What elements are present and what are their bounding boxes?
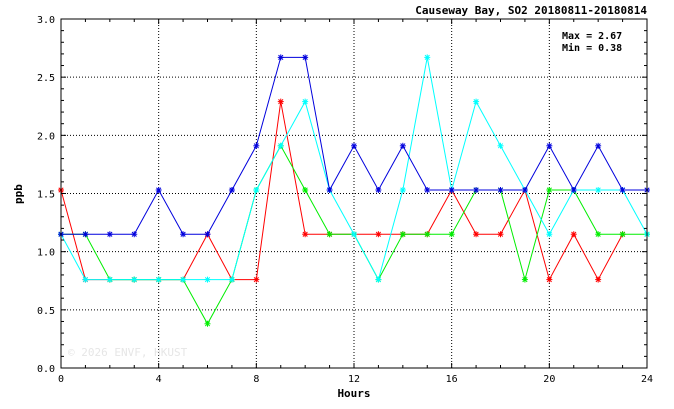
data-point <box>595 276 602 283</box>
grid-layer <box>61 19 647 368</box>
series-0 <box>58 98 626 283</box>
series-line <box>60 57 648 281</box>
data-point <box>351 142 357 149</box>
data-point <box>473 98 480 105</box>
y-tick-label: 0.0 <box>37 364 55 375</box>
data-point <box>228 276 235 283</box>
y-tick-label: 2.0 <box>37 131 55 142</box>
x-tick-label: 20 <box>543 374 555 385</box>
data-point <box>448 231 455 238</box>
series-layer <box>58 54 650 327</box>
data-point <box>180 231 187 238</box>
data-point <box>473 231 480 238</box>
y-tick-label: 0.5 <box>37 306 55 317</box>
series-line <box>60 101 624 281</box>
data-point <box>253 276 260 283</box>
data-point <box>375 276 382 283</box>
data-point <box>619 187 626 194</box>
data-point <box>82 276 89 283</box>
data-point <box>424 231 431 238</box>
data-point <box>131 276 138 283</box>
data-point <box>302 98 309 105</box>
x-tick-label: 24 <box>641 374 653 385</box>
watermark: © 2026 ENVF, HKUST <box>68 346 188 359</box>
data-point <box>326 187 333 194</box>
data-point <box>497 142 504 149</box>
data-point <box>595 231 602 238</box>
y-tick-label: 2.5 <box>37 73 55 84</box>
data-point <box>521 276 528 283</box>
data-point <box>619 231 626 238</box>
data-point <box>204 276 211 283</box>
y-tick-label: 1.0 <box>37 248 55 259</box>
x-tick-label: 0 <box>58 374 64 385</box>
y-tick-label: 3.0 <box>37 15 55 26</box>
data-point <box>546 187 553 194</box>
data-point <box>546 231 553 238</box>
annotation-max: Max = 2.67 <box>562 31 622 42</box>
data-point <box>351 231 357 238</box>
data-point <box>546 276 553 283</box>
tick-layer: 0 4 8 12 16 20 24 0.0 0.5 1.0 1.5 2.0 2.5 3.0 <box>37 15 653 385</box>
x-tick-label: 8 <box>253 374 259 385</box>
data-point <box>302 187 309 194</box>
data-point <box>131 231 138 238</box>
data-point <box>253 142 260 149</box>
data-point <box>155 276 162 283</box>
data-point <box>424 54 431 61</box>
data-point <box>82 231 89 238</box>
x-tick-label: 16 <box>446 374 458 385</box>
x-axis-label: Hours <box>337 387 370 400</box>
x-tick-label: 12 <box>348 374 360 385</box>
data-point <box>497 187 504 194</box>
x-tick-label: 4 <box>156 374 162 385</box>
data-point <box>253 187 260 194</box>
data-point <box>302 231 309 238</box>
data-point <box>106 276 113 283</box>
data-point <box>595 187 602 194</box>
data-point <box>302 54 309 61</box>
data-point <box>448 187 455 194</box>
data-point <box>570 231 577 238</box>
data-point <box>375 187 382 194</box>
data-point <box>277 54 284 61</box>
data-point <box>277 142 284 149</box>
data-point <box>521 187 528 194</box>
data-point <box>204 231 211 238</box>
series-3 <box>58 54 650 238</box>
data-point <box>228 187 235 194</box>
data-point <box>180 276 187 283</box>
data-point <box>546 142 553 149</box>
data-point <box>399 187 406 194</box>
y-axis-label: ppb <box>12 184 25 204</box>
data-point <box>595 142 602 149</box>
data-point <box>473 187 480 194</box>
data-point <box>326 231 333 238</box>
data-point <box>375 231 382 238</box>
data-point <box>399 231 406 238</box>
data-point <box>497 231 504 238</box>
annotation-min: Min = 0.38 <box>562 42 622 54</box>
chart-title: Causeway Bay, SO2 20180811-20180814 <box>415 4 647 17</box>
y-tick-label: 1.5 <box>37 190 55 201</box>
data-point <box>399 142 406 149</box>
data-point <box>570 187 577 194</box>
data-point <box>106 231 113 238</box>
data-point <box>424 187 431 194</box>
data-point <box>204 320 211 327</box>
data-point <box>277 98 284 105</box>
data-point <box>155 187 162 194</box>
